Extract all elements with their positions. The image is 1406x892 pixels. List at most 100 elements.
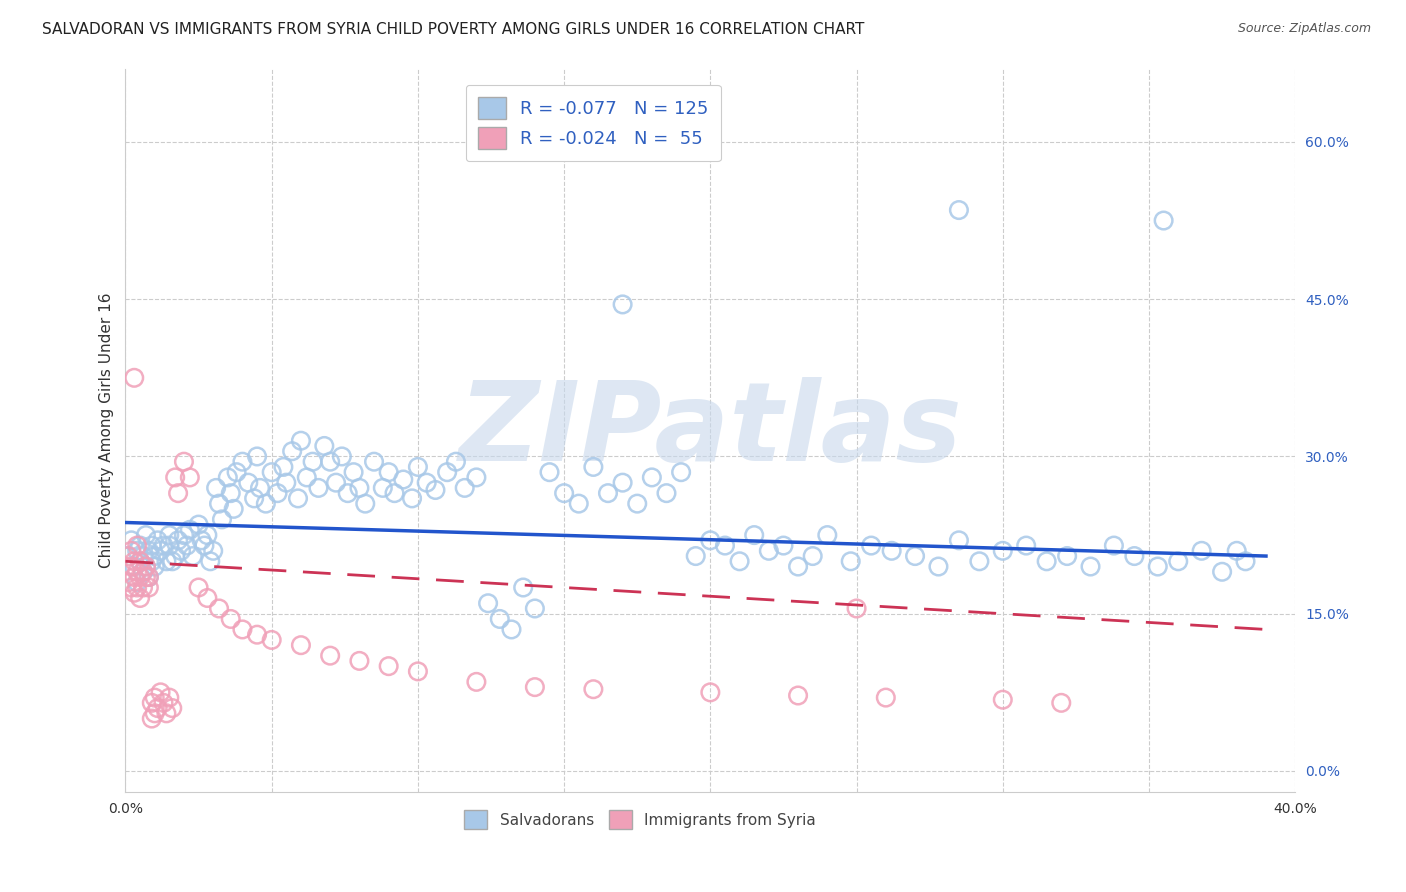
Point (132, 565, 155, 579)
Point (904, 549, 927, 563)
Point (787, 689, 810, 703)
Point (120, 581, 142, 595)
Point (195, 591, 218, 605)
Point (406, 665, 429, 679)
Point (122, 559, 145, 574)
Point (190, 533, 212, 548)
Point (129, 539, 152, 553)
Point (120, 544, 142, 558)
Point (815, 528, 838, 542)
Point (1123, 549, 1146, 563)
Point (287, 491, 309, 506)
Point (319, 648, 342, 663)
Point (728, 554, 751, 568)
Point (122, 371, 145, 385)
Point (132, 565, 155, 579)
Point (120, 533, 142, 548)
Point (336, 486, 359, 500)
Text: SALVADORAN VS IMMIGRANTS FROM SYRIA CHILD POVERTY AMONG GIRLS UNDER 16 CORRELATI: SALVADORAN VS IMMIGRANTS FROM SYRIA CHIL… (42, 22, 865, 37)
Point (127, 575, 149, 590)
Point (948, 202, 970, 217)
Text: Source: ZipAtlas.com: Source: ZipAtlas.com (1237, 22, 1371, 36)
Point (406, 459, 429, 474)
Point (179, 470, 201, 484)
Point (758, 544, 780, 558)
Point (149, 685, 172, 699)
Point (231, 623, 253, 637)
Point (1153, 213, 1175, 227)
Point (655, 486, 678, 500)
Point (181, 549, 204, 563)
Point (138, 570, 160, 584)
Point (880, 544, 903, 558)
Point (290, 638, 312, 652)
Point (454, 481, 477, 495)
Point (273, 459, 295, 474)
Point (714, 539, 737, 553)
Point (129, 554, 152, 568)
Point (1191, 544, 1213, 558)
Point (260, 465, 283, 479)
Point (401, 491, 423, 506)
Point (238, 475, 260, 490)
Point (991, 544, 1014, 558)
Point (157, 690, 180, 705)
Point (141, 554, 163, 568)
Point (1080, 559, 1102, 574)
Point (231, 455, 253, 469)
Point (149, 544, 172, 558)
Point (208, 497, 231, 511)
Point (1050, 696, 1073, 710)
Point (173, 528, 195, 542)
Point (281, 444, 304, 458)
Point (523, 680, 546, 694)
Point (363, 455, 385, 469)
Point (193, 539, 215, 553)
Point (512, 581, 534, 595)
Point (143, 559, 166, 574)
Point (208, 601, 231, 615)
Point (179, 523, 201, 537)
Point (392, 473, 415, 487)
Point (246, 450, 269, 464)
Point (415, 475, 437, 490)
Point (143, 706, 166, 721)
Point (860, 539, 883, 553)
Point (276, 475, 298, 490)
Point (1035, 554, 1057, 568)
Point (839, 554, 862, 568)
Point (1015, 539, 1038, 553)
Point (243, 491, 266, 506)
Point (787, 559, 810, 574)
Point (200, 554, 222, 568)
Point (538, 465, 561, 479)
Point (120, 559, 142, 574)
Point (187, 581, 209, 595)
Point (641, 470, 664, 484)
Point (801, 549, 824, 563)
Point (127, 544, 149, 558)
Point (122, 570, 145, 584)
Point (969, 554, 991, 568)
Point (246, 628, 269, 642)
Point (122, 586, 145, 600)
Point (319, 455, 342, 469)
Point (146, 701, 169, 715)
Point (152, 539, 174, 553)
Point (1226, 544, 1249, 558)
Point (669, 465, 692, 479)
Point (157, 528, 180, 542)
Point (612, 475, 634, 490)
Point (582, 459, 605, 474)
Point (195, 528, 218, 542)
Point (155, 706, 177, 721)
Point (772, 539, 794, 553)
Point (523, 601, 546, 615)
Point (173, 455, 195, 469)
Point (875, 690, 897, 705)
Point (488, 612, 510, 626)
Point (612, 297, 634, 311)
Point (444, 455, 467, 469)
Point (501, 623, 523, 637)
Point (162, 701, 184, 715)
